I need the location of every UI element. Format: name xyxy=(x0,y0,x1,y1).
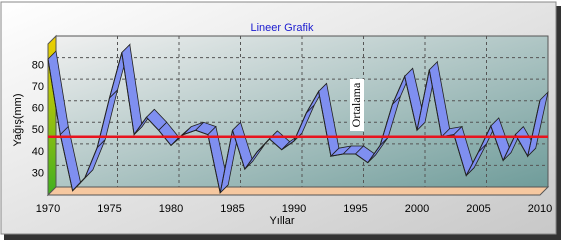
mean-label-bg xyxy=(350,79,364,131)
x-tick-label: 1975 xyxy=(97,203,121,215)
x-axis-label: Yıllar xyxy=(269,215,294,227)
floor xyxy=(46,186,550,196)
x-tick-label: 1985 xyxy=(220,203,244,215)
line xyxy=(47,52,541,193)
y-tick-label: 30 xyxy=(32,167,44,179)
y-tick-label: 40 xyxy=(32,146,44,158)
mean-label: Ortalama xyxy=(349,82,363,127)
x-tick-label: 2005 xyxy=(466,203,490,215)
x-tick-label: 1990 xyxy=(282,203,306,215)
y-tick-label: 80 xyxy=(32,59,44,71)
y-axis-label: Yağış(mm) xyxy=(12,94,24,147)
x-tick-label: 1995 xyxy=(343,203,367,215)
x-tick-label: 2010 xyxy=(528,203,552,215)
x-tick-label: 1980 xyxy=(159,203,183,215)
y-tick-label: 70 xyxy=(32,81,44,93)
chart-title: Lineer Grafik xyxy=(251,22,314,34)
x-tick-label: 1970 xyxy=(36,203,60,215)
x-tick-label: 2000 xyxy=(405,203,429,215)
y-tick-label: 50 xyxy=(32,124,44,136)
chart: Lineer Grafik Yıllar Yağış(mm) 30 40 50 60 7… xyxy=(0,1,561,240)
y-tick-label: 60 xyxy=(32,103,44,115)
